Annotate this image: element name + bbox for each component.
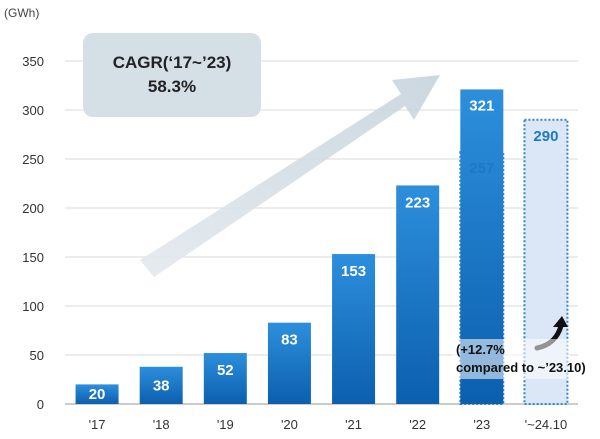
growth-note-line2: compared to ~’23.10) (456, 360, 586, 375)
y-axis: 0 50 100 150 200 250 300 350 (22, 54, 44, 412)
bar (396, 185, 440, 404)
x-tick-label: '23 (473, 417, 490, 432)
y-tick-label: 300 (22, 103, 44, 118)
y-tick-label: 250 (22, 152, 44, 167)
x-tick-label: '18 (153, 417, 170, 432)
x-tick-label: '21 (345, 417, 362, 432)
y-tick-label: 50 (30, 348, 44, 363)
cagr-callout: CAGR(‘17~’23) 58.3% (83, 33, 261, 117)
x-axis: '17 '18 '19 '20 '21 '22 '23 '~24.10 (89, 417, 568, 432)
bar (332, 254, 376, 404)
trend-arrow-icon (140, 75, 440, 277)
actual-bars (75, 89, 504, 405)
bar (139, 366, 183, 404)
bar-value-label: 223 (405, 194, 430, 211)
bar-value-label: 52 (217, 362, 234, 379)
bar-value-label: 38 (153, 377, 170, 394)
projected-value-label: 290 (533, 128, 558, 145)
x-tick-label: '19 (217, 417, 234, 432)
bar-value-label: 153 (341, 263, 366, 280)
bar-value-labels: 20 38 52 83 153 223 321 257 290 (89, 97, 559, 403)
bar (75, 384, 119, 404)
y-tick-label: 150 (22, 250, 44, 265)
x-tick-label: '22 (409, 417, 426, 432)
bar-value-label: 83 (281, 332, 298, 349)
bar-value-label: 20 (89, 386, 106, 403)
x-tick-label: '17 (89, 417, 106, 432)
projected-value-label: 257 (469, 160, 494, 177)
cagr-value: 58.3% (148, 77, 196, 96)
bar-value-label: 321 (469, 97, 494, 114)
bar (267, 322, 311, 404)
x-tick-label: '~24.10 (525, 417, 568, 432)
x-tick-label: '20 (281, 417, 298, 432)
y-tick-label: 350 (22, 54, 44, 69)
unit-label: (GWh) (4, 6, 39, 20)
y-tick-label: 200 (22, 201, 44, 216)
bar (203, 353, 247, 404)
y-tick-label: 0 (37, 397, 44, 412)
growth-note-line1: (+12.7% (456, 342, 505, 357)
cagr-title: CAGR(‘17~’23) (113, 53, 232, 72)
y-tick-label: 100 (22, 299, 44, 314)
